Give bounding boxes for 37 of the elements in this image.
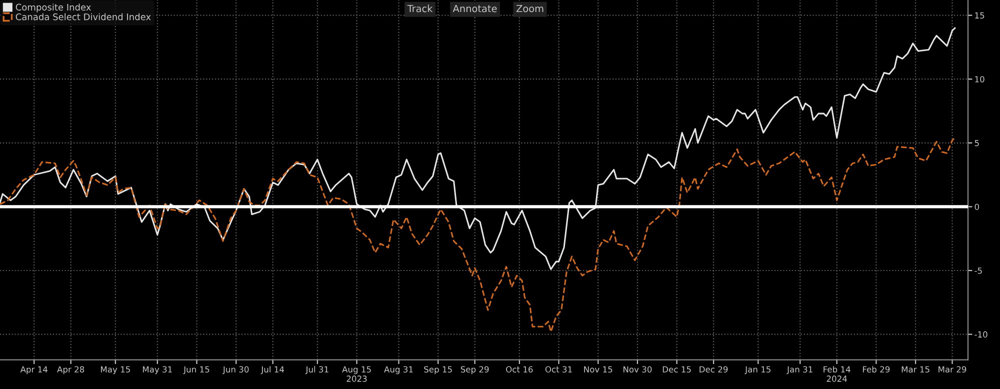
annotation: Annotate xyxy=(452,4,497,12)
x-tick-label: May 31 xyxy=(142,366,172,374)
x-tick-label: Jun 30 xyxy=(222,366,249,374)
x-tick-label: Nov 15 xyxy=(584,366,612,373)
y-tick-label: -5 xyxy=(974,268,982,274)
x-tick-label: Dec 29 xyxy=(700,366,728,373)
x-tick-label: Sep 29 xyxy=(460,366,489,374)
x-tick-label: Jun 15 xyxy=(183,366,210,374)
annotation: Zoom xyxy=(516,4,544,12)
x-tick-label: Jan 31 xyxy=(786,366,812,374)
y-tick-label: 15 xyxy=(975,12,984,19)
x-tick-label: Feb 29 xyxy=(863,366,890,373)
x-tick-label: Jul 14 xyxy=(260,366,284,374)
x-tick-label: Aug 31 xyxy=(384,366,413,374)
x-tick-label: Sep 15 xyxy=(424,366,452,374)
line-series xyxy=(0,137,956,333)
x-tick-label: Oct 16 xyxy=(506,366,533,373)
y-tick-label: -10 xyxy=(974,331,988,338)
x-tick-label: Mar 29 xyxy=(938,366,966,373)
y-tick-label: 10 xyxy=(975,76,984,82)
x-tick-label: Jul 31 xyxy=(305,366,328,374)
x-tick-label: May 15 xyxy=(101,366,130,374)
x-tick-label: Feb 14 2024 xyxy=(824,366,850,382)
line-series xyxy=(0,27,956,270)
y-tick-label: 0 xyxy=(974,204,979,210)
y-tick-label: 5 xyxy=(974,140,979,146)
x-tick-label: Dec 15 xyxy=(662,366,691,373)
x-tick-label: Nov 30 xyxy=(624,366,652,373)
x-tick-label: Aug 15 2023 xyxy=(342,366,371,382)
x-tick-label: Oct 31 xyxy=(545,366,572,373)
x-tick-label: Jan 15 xyxy=(744,366,770,374)
legend-label: Canada Select Dividend Index xyxy=(16,13,151,20)
x-tick-label: Mar 15 xyxy=(902,366,930,373)
x-tick-label: Apr 14 xyxy=(20,366,48,374)
legend-label: Composite Index xyxy=(16,4,91,12)
annotation: Track xyxy=(407,4,433,12)
x-tick-label: Apr 28 xyxy=(57,366,84,374)
